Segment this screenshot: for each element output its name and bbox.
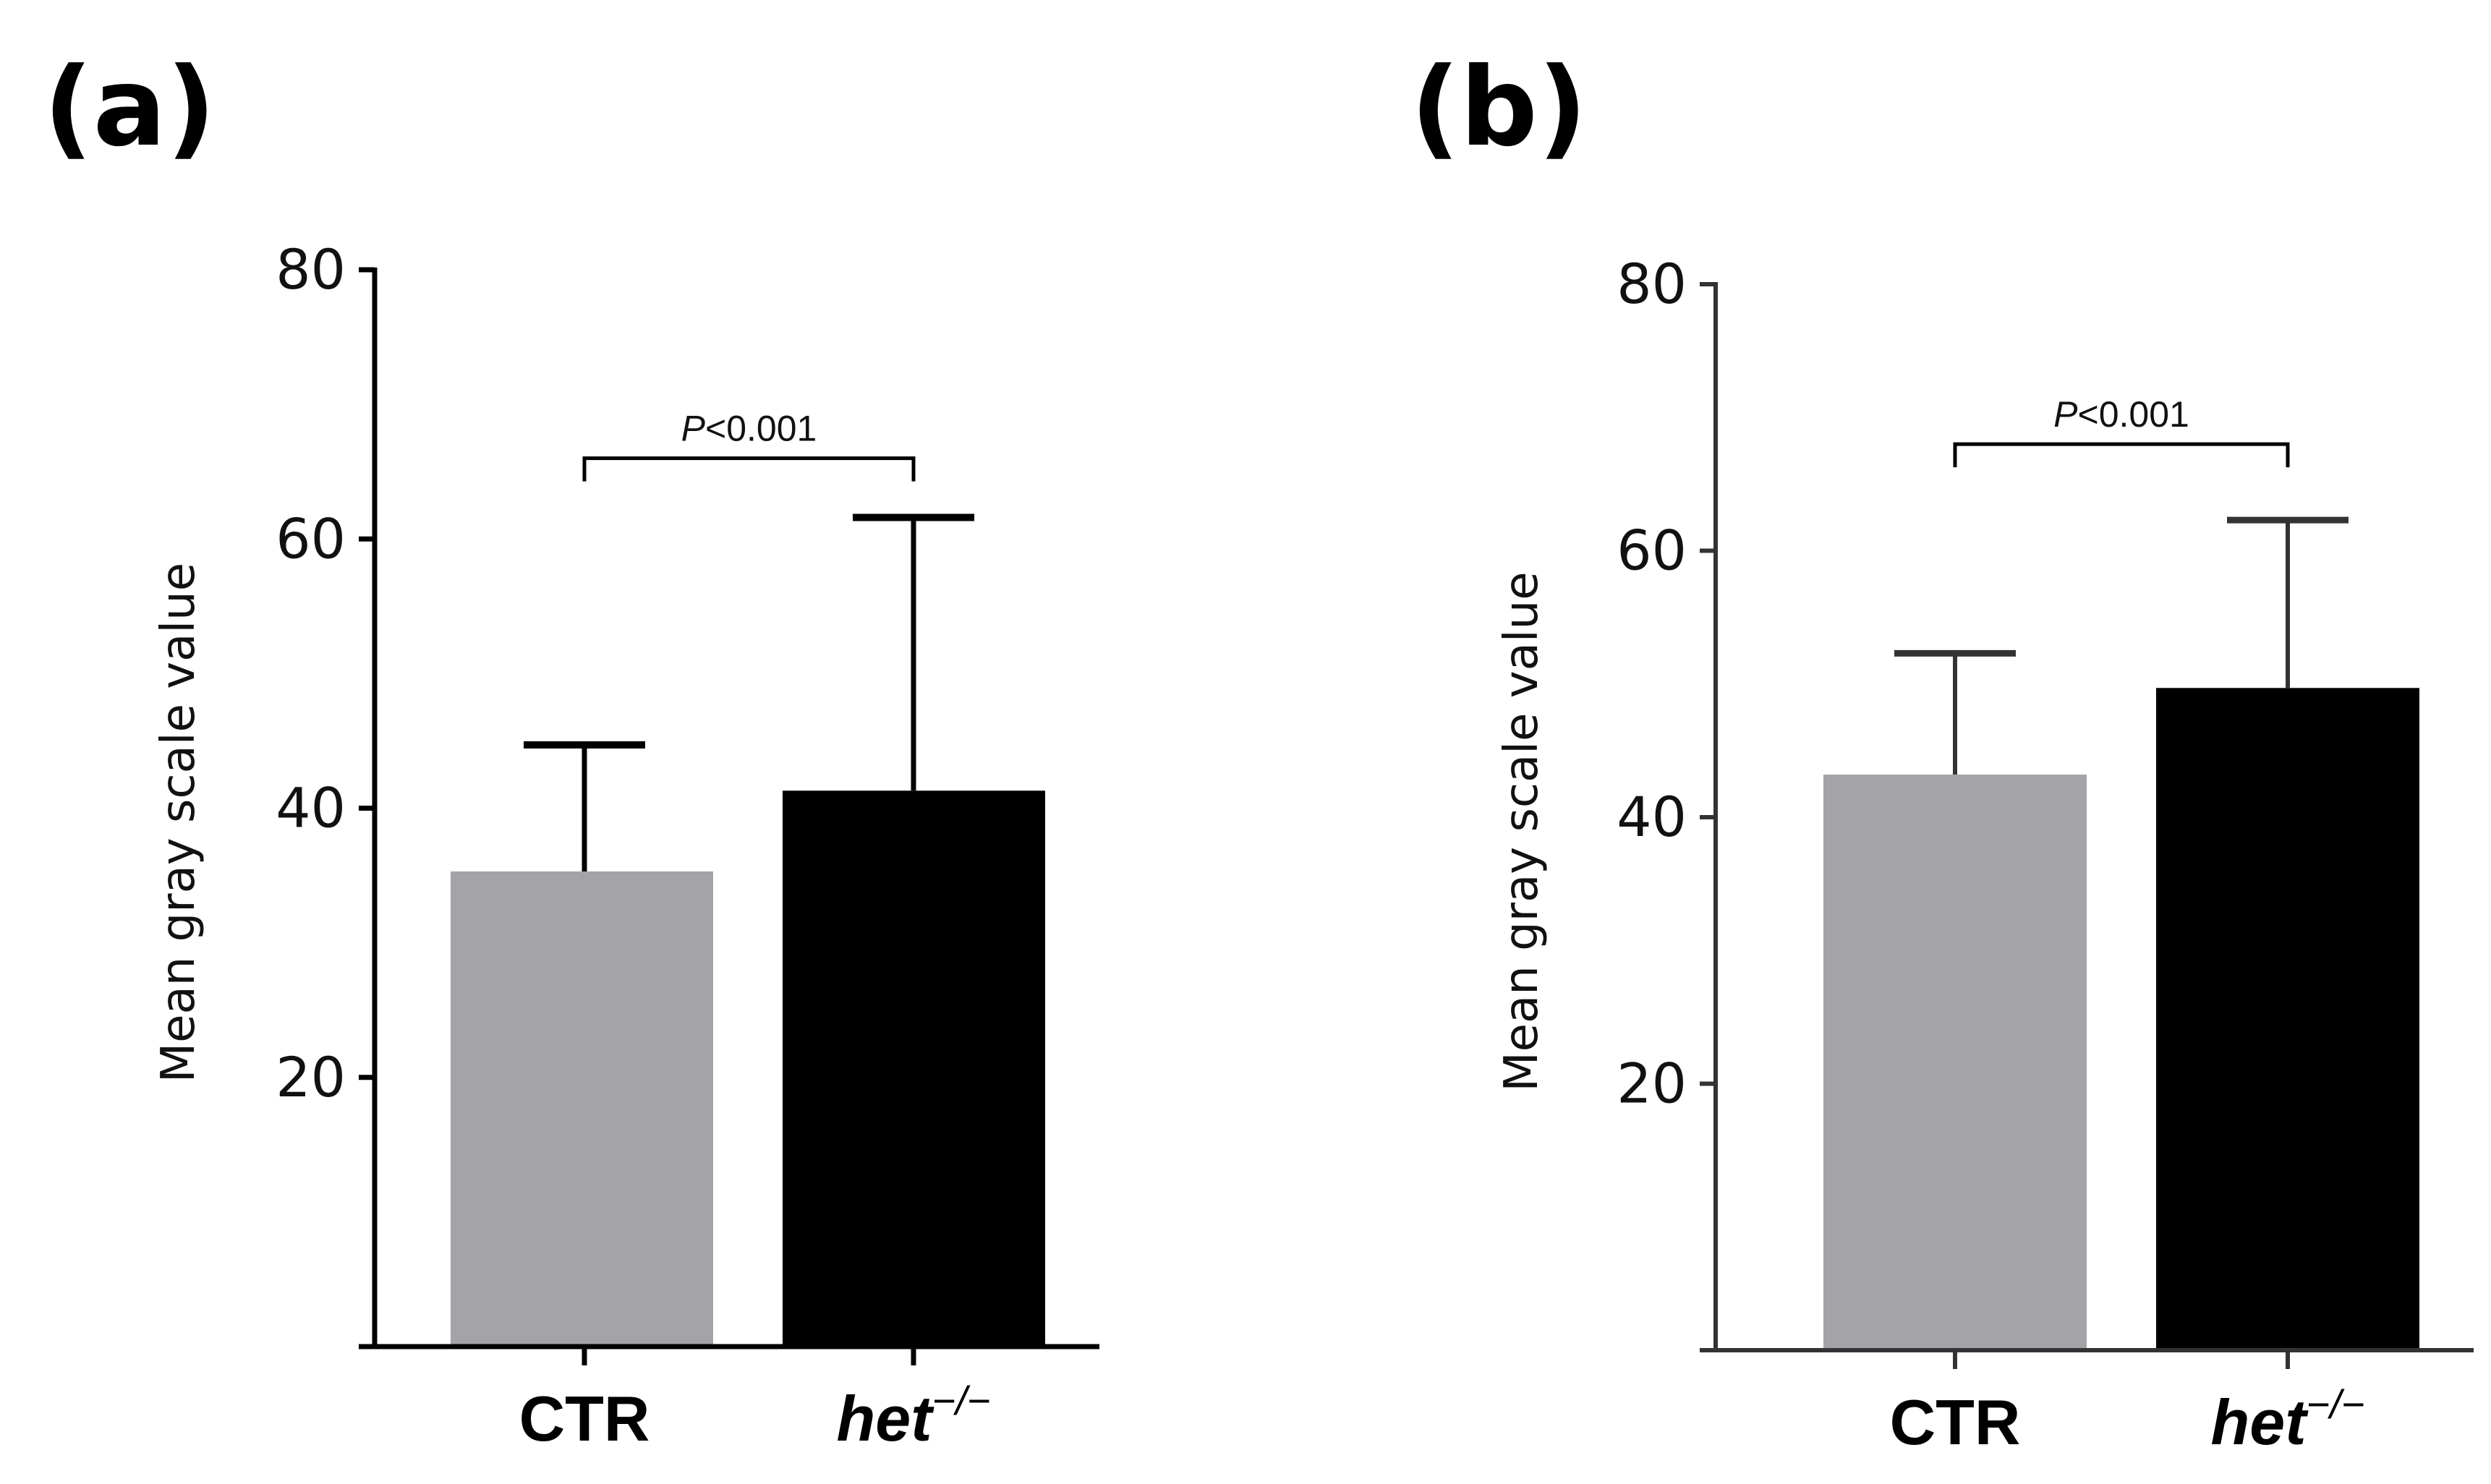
y-tick-label: 20 bbox=[276, 1045, 346, 1109]
panel-label: (a) bbox=[43, 45, 216, 171]
significance-label: P<0.001 bbox=[2053, 394, 2189, 435]
significance-bracket bbox=[582, 456, 916, 482]
category-superscript: −/− bbox=[2307, 1381, 2365, 1427]
panel-a: (a) 20 40 60 80 Mean gray scale value CTR het−/… bbox=[43, 45, 1099, 1454]
category-label-ctr: CTR bbox=[519, 1383, 650, 1454]
panel-b: (b) 20 40 60 80 Mean gray scale value CTR het−/… bbox=[1410, 45, 2474, 1458]
category-superscript: −/− bbox=[932, 1378, 991, 1423]
category-name: het bbox=[2211, 1386, 2309, 1458]
significance-value: <0.001 bbox=[2078, 394, 2189, 435]
y-tick-label: 60 bbox=[1617, 519, 1687, 583]
bar-het bbox=[783, 790, 1045, 1347]
y-axis-label: Mean gray scale value bbox=[1495, 571, 1549, 1091]
y-tick-label: 80 bbox=[276, 237, 346, 302]
bar-ctr bbox=[1823, 775, 2087, 1350]
significance-p: P bbox=[2053, 394, 2078, 435]
category-label-het: het−/− bbox=[2211, 1381, 2365, 1458]
category-label-ctr: CTR bbox=[1890, 1386, 2021, 1458]
bar-ctr bbox=[451, 871, 713, 1347]
y-tick-label: 60 bbox=[276, 506, 346, 571]
y-tick-label: 80 bbox=[1617, 252, 1687, 316]
y-tick-label: 20 bbox=[1617, 1052, 1687, 1116]
significance-value: <0.001 bbox=[705, 409, 817, 449]
bar-het bbox=[2156, 688, 2419, 1350]
significance-label: P<0.001 bbox=[681, 409, 817, 449]
significance-p: P bbox=[681, 409, 706, 449]
category-label-het: het−/− bbox=[837, 1378, 991, 1454]
panel-label: (b) bbox=[1410, 45, 1587, 171]
y-tick-label: 40 bbox=[276, 776, 346, 840]
category-name: het bbox=[837, 1383, 935, 1454]
significance-bracket bbox=[1953, 442, 2290, 468]
y-axis-label: Mean gray scale value bbox=[152, 563, 205, 1083]
y-tick-label: 40 bbox=[1617, 785, 1687, 849]
